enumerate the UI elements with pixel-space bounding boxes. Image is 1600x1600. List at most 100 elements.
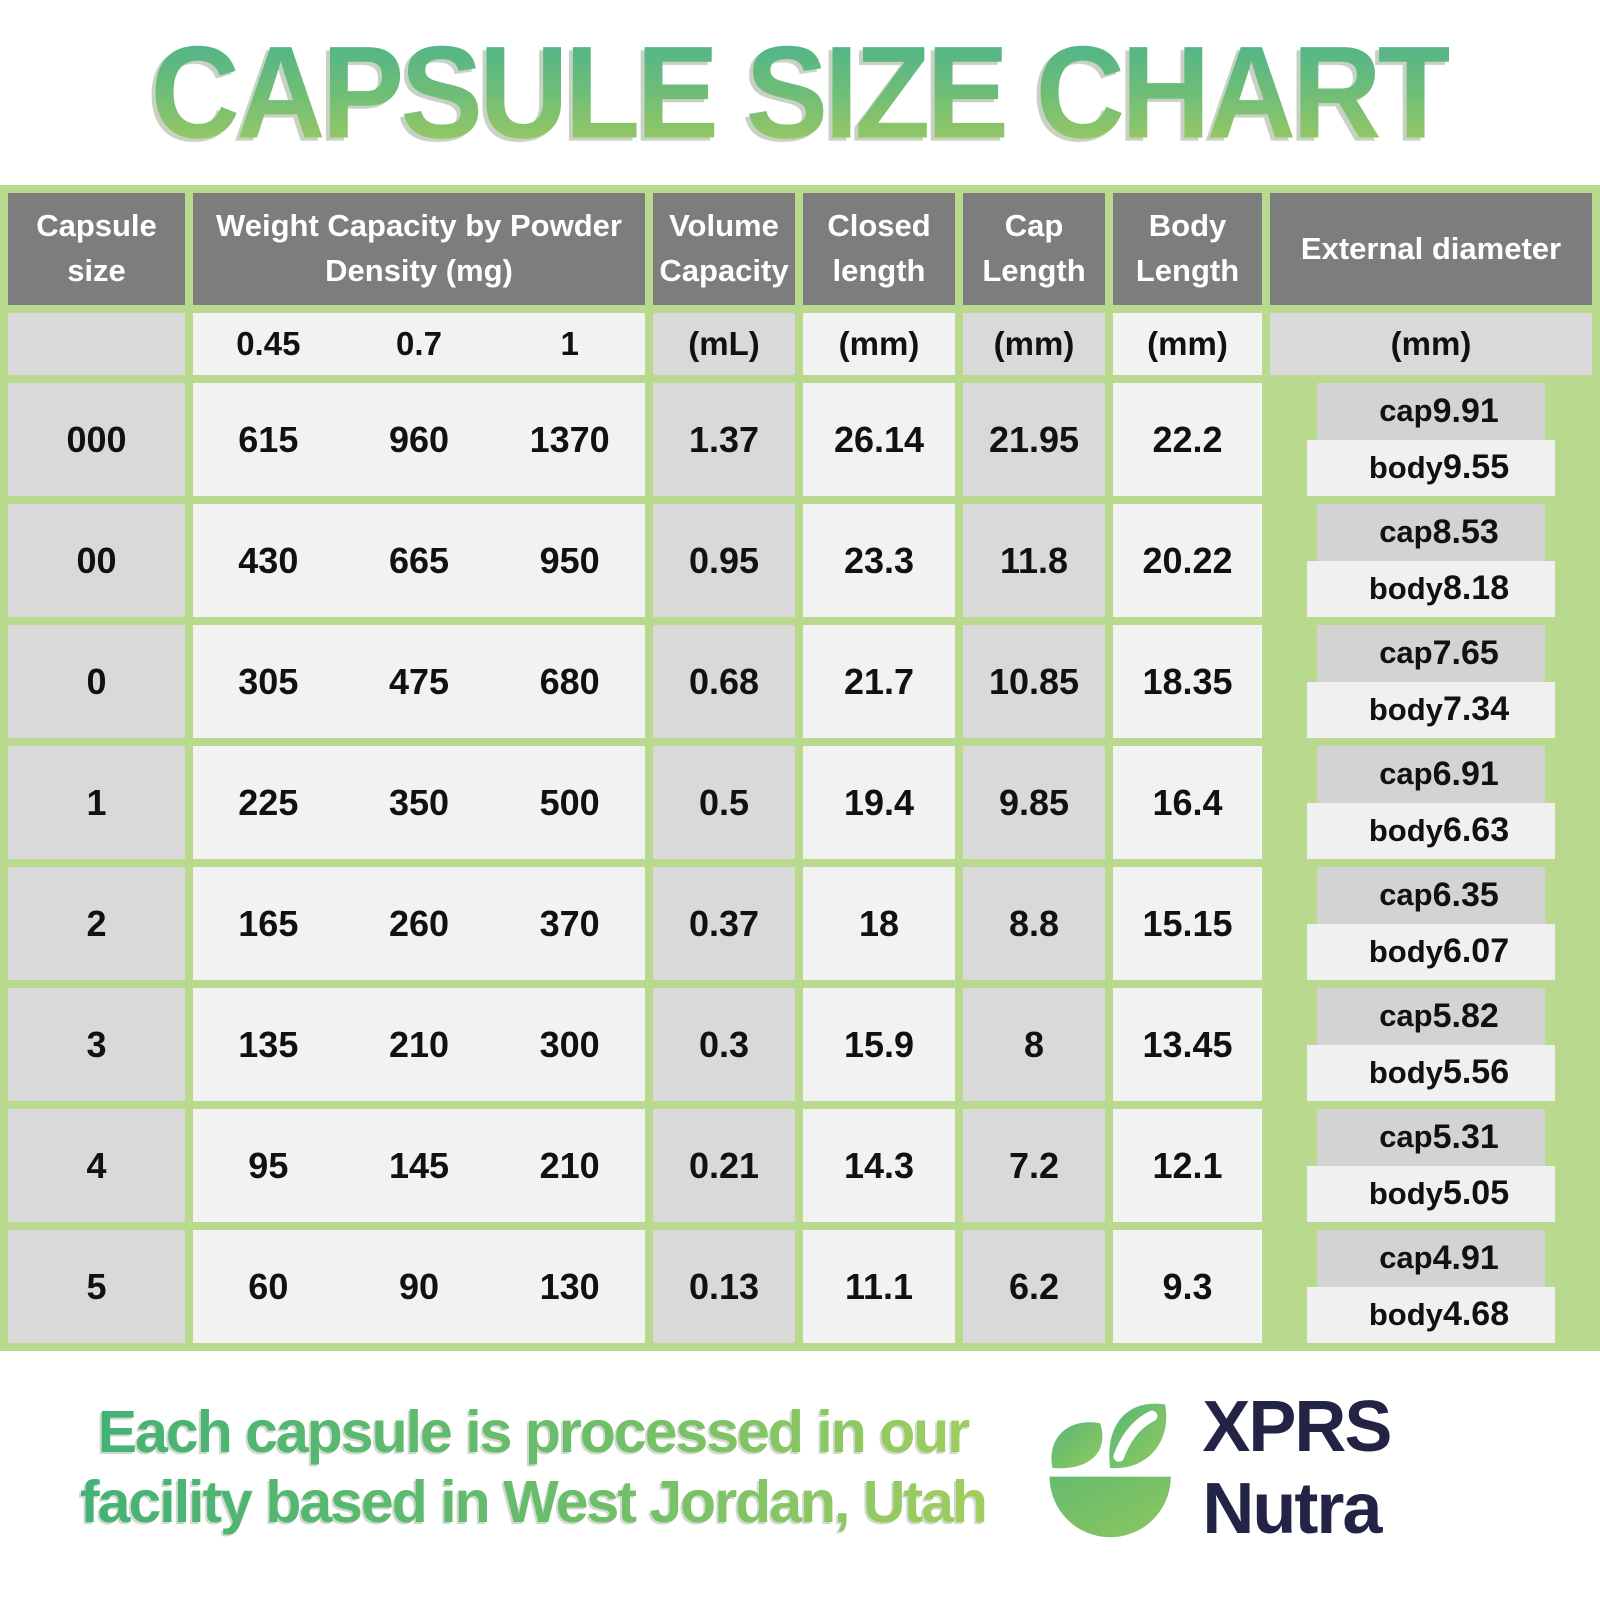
weight-density-045: 60 xyxy=(248,1265,289,1307)
external-diameter-cap-row: cap 9.91 xyxy=(1317,383,1545,440)
weight-density-1: 500 xyxy=(539,781,600,823)
cell-body-length: 12.1 xyxy=(1113,1109,1262,1222)
title-banner: CAPSULE SIZE CHART xyxy=(0,0,1600,185)
cell-weight-capacity: 225 350 500 xyxy=(193,746,645,859)
external-diameter-body-row: body 8.18 xyxy=(1306,560,1556,617)
cell-volume: 1.37 xyxy=(653,383,795,496)
density-045: 0.45 xyxy=(236,325,301,362)
table-row: 2 165 260 370 0.37 18 8.8 15.15 cap 6.35… xyxy=(8,867,1592,980)
page-title: CAPSULE SIZE CHART xyxy=(150,19,1454,166)
weight-density-07: 475 xyxy=(388,660,450,702)
cell-weight-capacity: 135 210 300 xyxy=(193,988,645,1101)
cap-label: cap xyxy=(1379,1119,1433,1155)
cell-body-length: 13.45 xyxy=(1113,988,1262,1101)
table-row: 3 135 210 300 0.3 15.9 8 13.45 cap 5.82 … xyxy=(8,988,1592,1101)
cap-label: cap xyxy=(1379,756,1433,792)
cap-diameter-value: 4.91 xyxy=(1432,1238,1499,1277)
body-diameter-value: 9.55 xyxy=(1442,448,1510,487)
unit-body: (mm) xyxy=(1113,313,1262,375)
cell-closed: 21.7 xyxy=(803,625,955,738)
cell-capsule-size: 1 xyxy=(8,746,185,859)
density-1: 1 xyxy=(560,325,579,362)
cell-cap-length: 7.2 xyxy=(963,1109,1105,1222)
cap-label: cap xyxy=(1379,514,1433,550)
external-diameter-body-row: body 9.55 xyxy=(1306,439,1556,496)
cell-closed: 14.3 xyxy=(803,1109,955,1222)
weight-density-07: 350 xyxy=(388,781,450,823)
external-diameter-cap-row: cap 7.65 xyxy=(1317,625,1545,682)
external-diameter-body-row: body 5.05 xyxy=(1306,1165,1556,1222)
mortar-pestle-leaves-icon xyxy=(1049,1403,1171,1537)
header-capsule-size: Capsule size xyxy=(8,193,185,305)
table-row: 000 615 960 1370 1.37 26.14 21.95 22.2 c… xyxy=(8,383,1592,496)
unit-diameter: (mm) xyxy=(1270,313,1592,375)
unit-volume: (mL) xyxy=(653,313,795,375)
body-label: body xyxy=(1368,1296,1443,1332)
weight-density-07: 210 xyxy=(388,1023,450,1065)
cap-diameter-value: 6.35 xyxy=(1432,875,1499,914)
weight-density-1: 210 xyxy=(539,1144,600,1186)
cell-capsule-size: 00 xyxy=(8,504,185,617)
body-label: body xyxy=(1368,449,1443,485)
external-diameter-cap-row: cap 6.91 xyxy=(1317,746,1545,803)
external-diameter-body-row: body 4.68 xyxy=(1306,1286,1556,1343)
facility-tagline: Each capsule is processed in our facilit… xyxy=(28,1398,1038,1537)
cell-external-diameter: cap 6.91 body 6.63 xyxy=(1270,746,1592,859)
weight-density-1: 950 xyxy=(539,539,600,581)
weight-density-07: 960 xyxy=(388,418,450,460)
cell-external-diameter: cap 7.65 body 7.34 xyxy=(1270,625,1592,738)
body-label: body xyxy=(1368,1175,1443,1211)
body-diameter-value: 5.05 xyxy=(1442,1174,1510,1213)
cell-capsule-size: 2 xyxy=(8,867,185,980)
cell-volume: 0.37 xyxy=(653,867,795,980)
body-diameter-value: 7.34 xyxy=(1442,690,1510,729)
cap-diameter-value: 5.82 xyxy=(1432,996,1499,1035)
body-label: body xyxy=(1368,1054,1443,1090)
cap-label: cap xyxy=(1379,393,1433,429)
table-row: 0 305 475 680 0.68 21.7 10.85 18.35 cap … xyxy=(8,625,1592,738)
cell-cap-length: 6.2 xyxy=(963,1230,1105,1343)
header-external-diameter: External diameter xyxy=(1270,193,1592,305)
cell-volume: 0.5 xyxy=(653,746,795,859)
cap-label: cap xyxy=(1379,635,1433,671)
weight-density-07: 90 xyxy=(398,1265,440,1307)
weight-density-1: 300 xyxy=(539,1023,600,1065)
cell-external-diameter: cap 4.91 body 4.68 xyxy=(1270,1230,1592,1343)
cell-cap-length: 8 xyxy=(963,988,1105,1101)
units-capsule-size-empty xyxy=(8,313,185,375)
cell-closed: 23.3 xyxy=(803,504,955,617)
cell-weight-capacity: 165 260 370 xyxy=(193,867,645,980)
weight-density-045: 135 xyxy=(238,1023,299,1065)
tagline-line-2: facility based in West Jordan, Utah xyxy=(80,1468,986,1535)
cell-volume: 0.95 xyxy=(653,504,795,617)
cell-volume: 0.13 xyxy=(653,1230,795,1343)
body-label: body xyxy=(1368,812,1443,848)
weight-density-07: 665 xyxy=(388,539,450,581)
cell-closed: 19.4 xyxy=(803,746,955,859)
brand-name: XPRS Nutra xyxy=(1202,1386,1392,1549)
cell-body-length: 9.3 xyxy=(1113,1230,1262,1343)
header-cap-length: Cap Length xyxy=(963,193,1105,305)
cell-closed: 18 xyxy=(803,867,955,980)
units-density: 0.45 0.7 1 xyxy=(193,313,645,375)
body-diameter-value: 8.18 xyxy=(1442,569,1510,608)
weight-density-1: 130 xyxy=(539,1265,600,1307)
header-volume-capacity: Volume Capacity xyxy=(653,193,795,305)
cell-cap-length: 9.85 xyxy=(963,746,1105,859)
external-diameter-cap-row: cap 6.35 xyxy=(1317,867,1545,924)
unit-cap: (mm) xyxy=(963,313,1105,375)
cell-cap-length: 8.8 xyxy=(963,867,1105,980)
body-label: body xyxy=(1368,691,1443,727)
weight-density-045: 305 xyxy=(238,660,299,702)
cell-volume: 0.3 xyxy=(653,988,795,1101)
header-weight-capacity: Weight Capacity by Powder Density (mg) xyxy=(193,193,645,305)
weight-density-045: 225 xyxy=(238,781,299,823)
weight-density-1: 680 xyxy=(539,660,600,702)
cap-label: cap xyxy=(1379,877,1433,913)
cell-cap-length: 11.8 xyxy=(963,504,1105,617)
cell-capsule-size: 5 xyxy=(8,1230,185,1343)
external-diameter-cap-row: cap 4.91 xyxy=(1317,1230,1545,1287)
body-diameter-value: 6.07 xyxy=(1442,932,1510,971)
cell-cap-length: 21.95 xyxy=(963,383,1105,496)
weight-density-1: 370 xyxy=(539,902,600,944)
